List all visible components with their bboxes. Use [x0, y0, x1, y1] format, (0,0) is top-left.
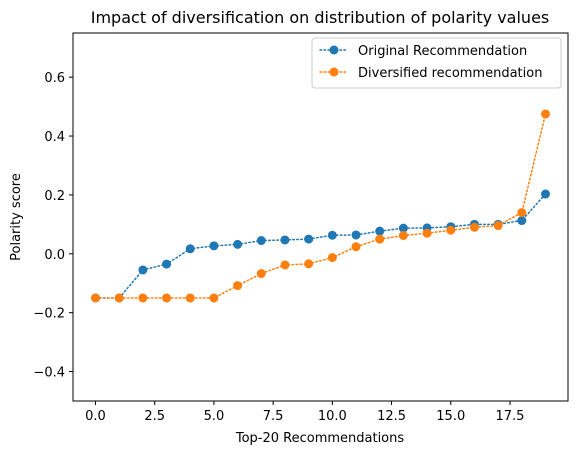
data-point-original	[280, 235, 290, 245]
y-tick-label: 0.4	[44, 130, 65, 145]
legend-label-diversified: Diversified recommendation	[358, 66, 542, 81]
data-point-diversified	[114, 293, 124, 303]
data-point-diversified	[398, 231, 408, 241]
data-point-original	[517, 216, 527, 226]
data-point-diversified	[422, 228, 432, 238]
data-point-original	[209, 241, 219, 251]
series-line-diversified	[94, 113, 547, 299]
x-tick-label: 7.5	[263, 409, 284, 424]
x-tick-label: 15.0	[436, 409, 465, 424]
data-point-diversified	[327, 253, 337, 263]
data-point-original	[162, 259, 172, 269]
data-point-original	[138, 265, 148, 275]
data-point-original	[398, 223, 408, 233]
data-point-diversified	[351, 242, 361, 252]
y-tick-label: −0.4	[33, 366, 65, 381]
y-tick-label: 0.2	[44, 189, 65, 204]
data-point-original	[185, 244, 195, 254]
y-axis-title: Polarity score	[9, 173, 24, 261]
data-point-diversified	[233, 281, 243, 291]
data-point-diversified	[541, 109, 550, 119]
y-tick-label: 0.6	[44, 71, 65, 86]
data-point-diversified	[138, 293, 148, 303]
data-point-diversified	[162, 293, 172, 303]
data-point-original	[304, 234, 314, 244]
data-point-diversified	[493, 221, 503, 231]
data-point-original	[233, 239, 243, 249]
legend-marker-original	[329, 45, 339, 55]
x-tick-label: 0.0	[85, 409, 106, 424]
data-point-diversified	[209, 293, 219, 303]
x-tick-label: 17.5	[495, 409, 524, 424]
data-point-diversified	[446, 225, 456, 235]
data-point-original	[327, 230, 337, 240]
x-tick-label: 12.5	[377, 409, 406, 424]
data-point-diversified	[280, 260, 290, 270]
data-point-diversified	[469, 222, 479, 232]
x-tick-label: 2.5	[144, 409, 165, 424]
plot-area	[91, 109, 550, 303]
data-point-original	[256, 236, 266, 246]
y-tick-label: 0.0	[44, 248, 65, 263]
data-point-original	[375, 226, 385, 236]
legend-label-original: Original Recommendation	[358, 44, 527, 59]
plot-frame	[72, 32, 569, 402]
data-point-diversified	[91, 293, 100, 303]
y-axis: −0.4 −0.2 0.0 0.2 0.4 0.6	[33, 71, 73, 381]
data-point-diversified	[256, 269, 266, 279]
data-point-diversified	[304, 259, 314, 269]
data-point-diversified	[185, 293, 195, 303]
legend-box	[311, 37, 562, 89]
data-point-original	[351, 230, 361, 240]
x-axis-title: Top-20 Recommendations	[235, 431, 405, 446]
x-tick-label: 5.0	[204, 409, 225, 424]
x-tick-label: 10.0	[318, 409, 347, 424]
x-axis: 0.0 2.5 5.0 7.5 10.0 12.5 15.0 17.5	[85, 401, 524, 424]
data-point-diversified	[517, 208, 527, 218]
legend: Original Recommendation Diversified recom…	[311, 37, 562, 89]
data-point-diversified	[375, 234, 385, 244]
y-tick-label: −0.2	[33, 307, 65, 322]
legend-marker-diversified	[329, 67, 339, 77]
chart-title: Impact of diversification on distributio…	[91, 8, 550, 27]
data-point-original	[541, 189, 550, 199]
series-line-original	[94, 193, 547, 299]
